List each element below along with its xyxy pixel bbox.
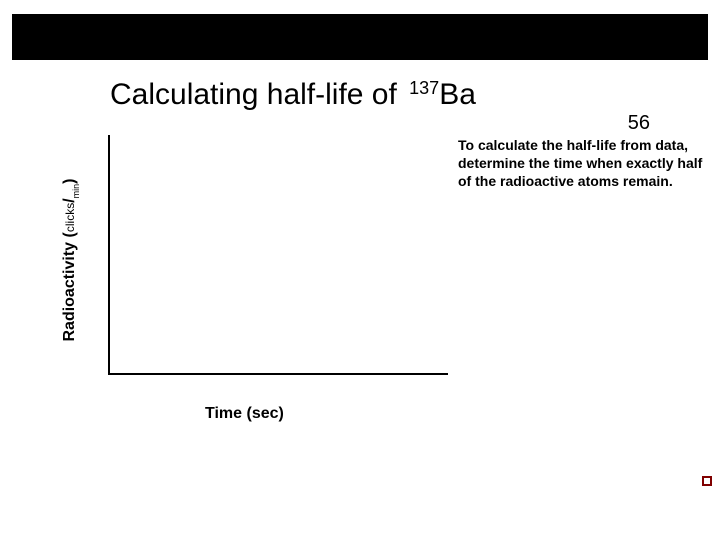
y-axis-label: Radioactivity (clicks/min) (61, 178, 79, 341)
mass-number: 137 (409, 78, 439, 98)
atomic-number: 56 (628, 112, 650, 135)
unit-slash: / (61, 198, 78, 202)
y-axis-main: Radioactivity (61, 242, 78, 342)
slide-title: Calculating half-life of 137Ba 56 (110, 78, 710, 112)
corner-marker-icon (702, 476, 712, 486)
x-axis-label: Time (sec) (205, 405, 284, 423)
element-symbol: Ba (439, 78, 476, 111)
description-text: To calculate the half-life from data, de… (458, 136, 708, 191)
title-prefix: Calculating half-life of (110, 78, 405, 111)
top-frame (12, 14, 708, 60)
y-unit-bot: min (71, 184, 81, 199)
y-unit-top: clicks (63, 203, 77, 232)
paren-open: ( (61, 232, 78, 237)
chart-axes (108, 135, 448, 375)
